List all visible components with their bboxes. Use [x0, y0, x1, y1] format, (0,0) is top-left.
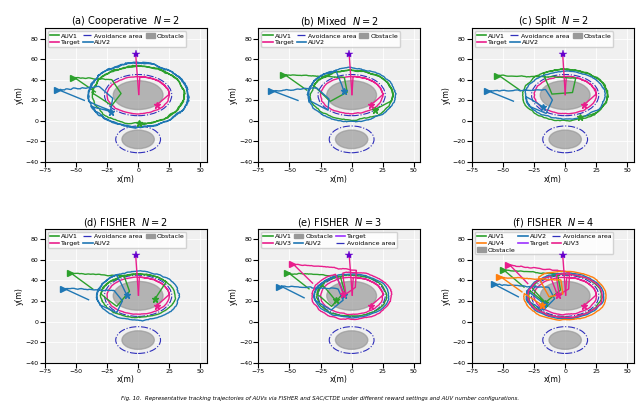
Title: (c) Split  $N=2$: (c) Split $N=2$ [518, 14, 588, 28]
Ellipse shape [540, 81, 590, 110]
Legend: AUV1, Target, Avoidance area, AUV2, Obstacle: AUV1, Target, Avoidance area, AUV2, Obst… [475, 31, 614, 47]
Ellipse shape [540, 281, 590, 310]
Title: (a) Cooperative  $N=2$: (a) Cooperative $N=2$ [72, 14, 180, 28]
X-axis label: x(m): x(m) [544, 174, 562, 184]
X-axis label: x(m): x(m) [116, 174, 134, 184]
Title: (f) FISHER  $N=4$: (f) FISHER $N=4$ [511, 216, 594, 229]
X-axis label: x(m): x(m) [544, 375, 562, 384]
Ellipse shape [327, 281, 376, 310]
Legend: AUV1, AUV3, Obstacle, AUV2, Target, Avoidance area: AUV1, AUV3, Obstacle, AUV2, Target, Avoi… [262, 232, 397, 248]
Text: Fig. 10.  Representative tracking trajectories of AUVs via FISHER and SAC/CTDE u: Fig. 10. Representative tracking traject… [121, 396, 519, 401]
Legend: AUV1, AUV4, Obstacle, AUV2, Target, Avoidance area, AUV3: AUV1, AUV4, Obstacle, AUV2, Target, Avoi… [475, 232, 614, 254]
Y-axis label: y(m): y(m) [15, 86, 24, 104]
X-axis label: x(m): x(m) [116, 375, 134, 384]
Y-axis label: y(m): y(m) [228, 86, 237, 104]
Ellipse shape [122, 331, 154, 349]
Legend: AUV1, Target, Avoidance area, AUV2, Obstacle: AUV1, Target, Avoidance area, AUV2, Obst… [262, 31, 400, 47]
X-axis label: x(m): x(m) [330, 375, 348, 384]
Ellipse shape [327, 81, 376, 110]
Ellipse shape [335, 331, 368, 349]
Ellipse shape [549, 331, 581, 349]
Y-axis label: y(m): y(m) [15, 287, 24, 305]
Ellipse shape [113, 281, 163, 310]
Legend: AUV1, Target, Avoidance area, AUV2, Obstacle: AUV1, Target, Avoidance area, AUV2, Obst… [48, 31, 186, 47]
Y-axis label: y(m): y(m) [228, 287, 237, 305]
Title: (b) Mixed  $N=2$: (b) Mixed $N=2$ [300, 15, 378, 28]
Title: (e) FISHER  $N=3$: (e) FISHER $N=3$ [297, 216, 381, 229]
Ellipse shape [335, 130, 368, 149]
X-axis label: x(m): x(m) [330, 174, 348, 184]
Ellipse shape [549, 130, 581, 149]
Y-axis label: y(m): y(m) [442, 287, 451, 305]
Title: (d) FISHER  $N=2$: (d) FISHER $N=2$ [83, 216, 168, 229]
Legend: AUV1, Target, Avoidance area, AUV2, Obstacle: AUV1, Target, Avoidance area, AUV2, Obst… [48, 232, 186, 248]
Y-axis label: y(m): y(m) [442, 86, 451, 104]
Ellipse shape [122, 130, 154, 149]
Ellipse shape [113, 81, 163, 110]
